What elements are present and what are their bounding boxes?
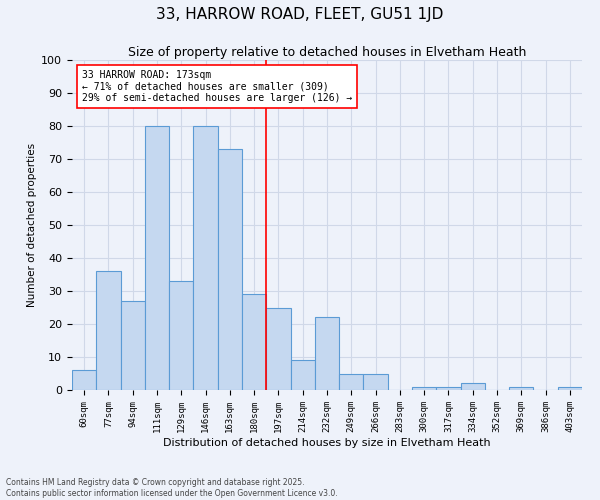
- Bar: [96, 271, 121, 390]
- Bar: [436, 386, 461, 390]
- Text: 33, HARROW ROAD, FLEET, GU51 1JD: 33, HARROW ROAD, FLEET, GU51 1JD: [157, 8, 443, 22]
- Y-axis label: Number of detached properties: Number of detached properties: [27, 143, 37, 307]
- Bar: [218, 149, 242, 390]
- Bar: [558, 386, 582, 390]
- Bar: [145, 126, 169, 390]
- Bar: [193, 126, 218, 390]
- Title: Size of property relative to detached houses in Elvetham Heath: Size of property relative to detached ho…: [128, 46, 526, 59]
- Bar: [339, 374, 364, 390]
- Bar: [461, 384, 485, 390]
- Bar: [72, 370, 96, 390]
- Bar: [509, 386, 533, 390]
- Bar: [121, 301, 145, 390]
- Text: 33 HARROW ROAD: 173sqm
← 71% of detached houses are smaller (309)
29% of semi-de: 33 HARROW ROAD: 173sqm ← 71% of detached…: [82, 70, 352, 103]
- Bar: [364, 374, 388, 390]
- Bar: [412, 386, 436, 390]
- Bar: [290, 360, 315, 390]
- Text: Contains HM Land Registry data © Crown copyright and database right 2025.
Contai: Contains HM Land Registry data © Crown c…: [6, 478, 338, 498]
- Bar: [169, 281, 193, 390]
- Bar: [266, 308, 290, 390]
- Bar: [242, 294, 266, 390]
- X-axis label: Distribution of detached houses by size in Elvetham Heath: Distribution of detached houses by size …: [163, 438, 491, 448]
- Bar: [315, 318, 339, 390]
